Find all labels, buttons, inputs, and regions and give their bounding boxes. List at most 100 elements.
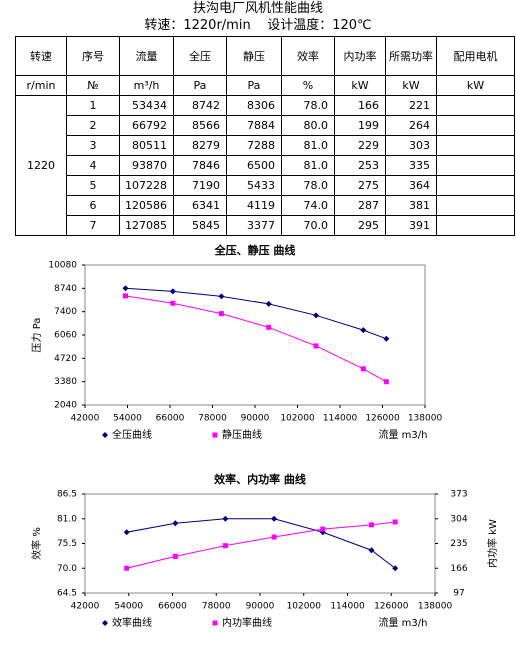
data-cell: 80511 (119, 135, 174, 156)
data-cell: 264 (385, 115, 437, 136)
data-cell: 74.0 (281, 195, 335, 216)
speed-cell: 1220 (15, 95, 67, 236)
data-point (320, 526, 326, 532)
header: 扶沟电厂风机性能曲线 转速：1220r/min 设计温度：120℃ (0, 0, 516, 34)
legend-label: 全压曲线 (112, 428, 152, 441)
legend-marker (102, 620, 108, 626)
data-cell: 6341 (173, 195, 227, 216)
data-cell: 3377 (226, 215, 282, 236)
y-tick-label: 6060 (54, 331, 77, 341)
x-tick-label: 138000 (408, 414, 443, 424)
data-point (313, 343, 319, 349)
data-cell: 127085 (119, 215, 174, 236)
y-tick-label: 8740 (54, 284, 77, 294)
data-cell: 303 (385, 135, 437, 156)
y2-tick-label: 304 (450, 514, 467, 524)
data-point (169, 288, 176, 295)
legend-marker (102, 432, 108, 438)
y-tick-label: 81.0 (57, 514, 77, 524)
data-point (271, 534, 277, 540)
plot-area (84, 493, 436, 594)
data-cell: 66792 (119, 115, 174, 136)
x-tick-label: 66000 (156, 414, 185, 424)
data-point (266, 324, 272, 330)
data-point (218, 293, 225, 300)
data-point (172, 553, 178, 559)
legend-label: 内功率曲线 (222, 616, 272, 629)
temperature: 设计温度：120℃ (267, 18, 372, 33)
y2-tick-label: 235 (450, 539, 467, 549)
data-point (122, 285, 129, 292)
x-tick-label: 114000 (323, 414, 358, 424)
speed: 转速：1220r/min (144, 18, 251, 33)
data-cell (436, 215, 515, 236)
data-cell: 5433 (226, 175, 282, 196)
data-point (360, 327, 367, 334)
x-tick-label: 126000 (365, 414, 400, 424)
header-cell: 序号 (66, 36, 120, 76)
y-tick-label: 86.5 (57, 490, 77, 500)
data-point (222, 543, 228, 549)
y-tick-label: 2040 (54, 401, 77, 411)
legend-marker (212, 620, 218, 626)
y-tick-label: 70.0 (57, 564, 77, 574)
x-tick-label: 78000 (198, 414, 227, 424)
title: 扶沟电厂风机性能曲线 (192, 1, 323, 16)
data-point (122, 293, 128, 299)
data-cell: 80.0 (281, 115, 335, 136)
y-axis-label: 效率 % (30, 527, 43, 560)
y-tick-label: 3380 (54, 377, 77, 387)
y-tick-label: 75.5 (57, 539, 77, 549)
data-point (124, 565, 130, 571)
x-tick-label: 66000 (158, 602, 187, 612)
x-axis-label: 流量 m3/h (379, 616, 428, 629)
header-cell: 全压 (173, 36, 227, 76)
header-cell: 静压 (226, 36, 282, 76)
subtitle: 转速：1220r/min 设计温度：120℃ (0, 17, 516, 34)
x-tick-label: 138000 (418, 602, 453, 612)
x-tick-label: 114000 (330, 602, 365, 612)
data-point (170, 300, 176, 306)
data-cell: 8306 (226, 95, 282, 116)
unit-cell: kW (334, 75, 386, 96)
data-point (383, 335, 390, 342)
x-axis-label: 流量 m3/h (379, 428, 428, 441)
data-point (172, 520, 179, 527)
y-tick-label: 7400 (54, 307, 77, 317)
data-cell: 93870 (119, 155, 174, 176)
data-point (218, 311, 224, 317)
x-tick-label: 78000 (202, 602, 231, 612)
y-axis-label: 压力 Pa (30, 318, 43, 353)
series-line (126, 521, 396, 569)
data-cell: 4119 (226, 195, 282, 216)
data-cell: 335 (385, 155, 437, 176)
x-tick-label: 42000 (71, 602, 100, 612)
data-point (313, 312, 320, 319)
series-line (125, 287, 387, 340)
data-point (383, 379, 389, 385)
data-cell: 287 (334, 195, 386, 216)
x-tick-label: 90000 (246, 602, 275, 612)
performance-table: 转速 序号 流量 全压 静压 效率 内功率 所需功率 配用电机 r/min № m³/h Pa Pa% kW… (15, 36, 515, 236)
y-tick-label: 4720 (54, 354, 77, 364)
header-cell: 配用电机 (436, 36, 515, 76)
x-tick-label: 126000 (374, 602, 409, 612)
legend-label: 静压曲线 (222, 428, 262, 441)
data-point (368, 547, 375, 554)
data-point (222, 515, 229, 522)
chart-title: 效率、内功率 曲线 (214, 472, 306, 486)
data-point (392, 565, 399, 572)
x-tick-label: 90000 (241, 414, 270, 424)
data-point (360, 366, 366, 372)
data-cell: 7846 (173, 155, 227, 176)
x-tick-label: 102000 (280, 414, 315, 424)
header-cell: 效率 (281, 36, 335, 76)
data-point (392, 519, 398, 525)
header-cell: 内功率 (334, 36, 386, 76)
data-cell: 7884 (226, 115, 282, 136)
plot-area (84, 264, 426, 406)
y-tick-label: 64.5 (57, 589, 77, 599)
y2-tick-label: 97 (453, 589, 464, 599)
data-point (123, 529, 130, 536)
